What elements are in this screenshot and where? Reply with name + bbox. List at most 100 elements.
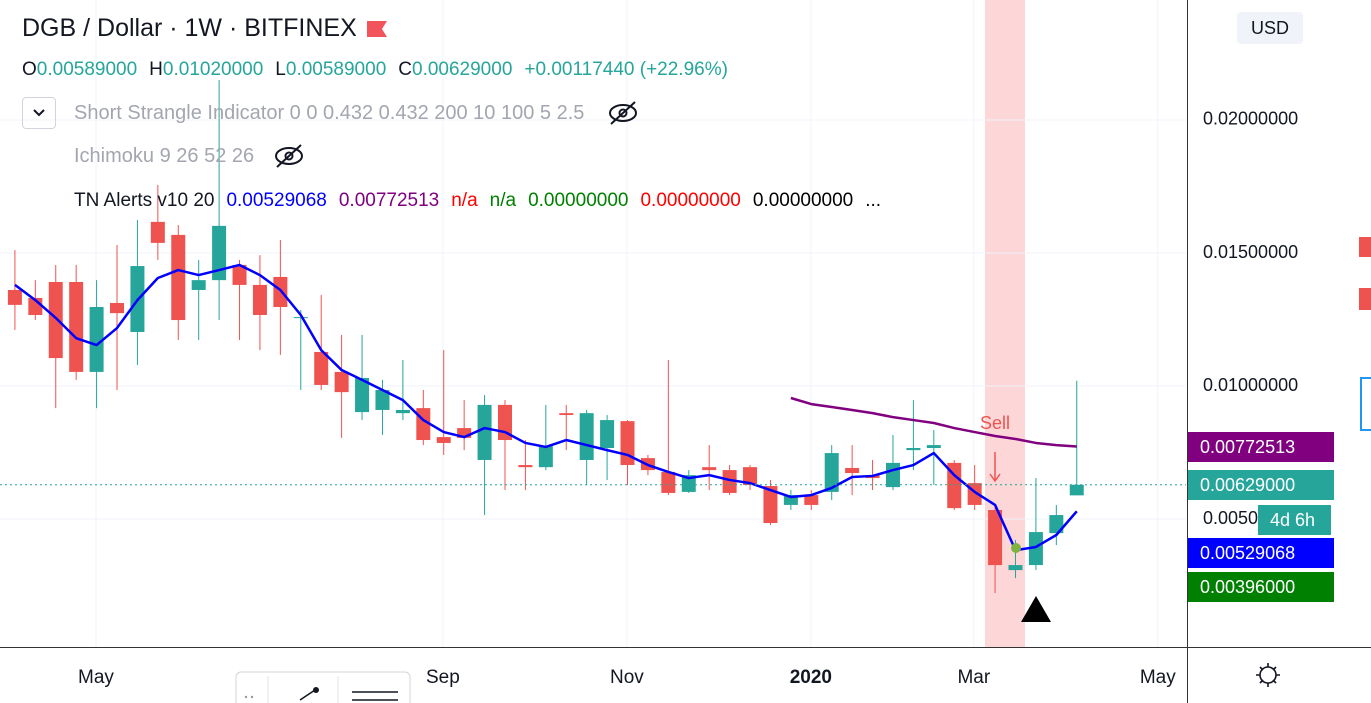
candle-body bbox=[48, 281, 63, 359]
candle-body bbox=[988, 509, 1003, 566]
ohlc-item: L0.00589000 bbox=[275, 59, 386, 81]
indicator-line bbox=[790, 396, 1077, 448]
y-tick-label: 0.02000000 bbox=[1203, 109, 1298, 129]
chevron bbox=[33, 109, 45, 117]
candle-body bbox=[252, 284, 267, 315]
alert-value: 0.00529068 bbox=[226, 190, 327, 211]
alert-value: 0.00000000 bbox=[640, 190, 741, 211]
candle-body bbox=[436, 437, 451, 443]
settings-icon[interactable] bbox=[1256, 663, 1280, 687]
indicator-row: Short Strangle Indicator 0 0 0.432 0.432… bbox=[22, 97, 640, 129]
candle-body bbox=[89, 307, 104, 372]
candle-body bbox=[355, 378, 370, 413]
symbol-title: DGB / Dollar · 1W · BITFINEX bbox=[22, 14, 357, 42]
ohlc-value: 0.01020000 bbox=[162, 59, 264, 80]
candle-body bbox=[579, 413, 594, 460]
ohlc-key: O bbox=[22, 59, 37, 80]
indicator-label: Ichimoku 9 26 52 26 bbox=[74, 144, 255, 167]
title-row: DGB / Dollar · 1W · BITFINEX bbox=[22, 14, 389, 43]
candle-body bbox=[477, 404, 492, 460]
x-tick-label: Sep bbox=[426, 667, 460, 688]
price-label: 0.00529068 bbox=[1188, 538, 1334, 568]
ohlc-value: 0.00629000 bbox=[412, 59, 513, 80]
candle-body bbox=[1028, 532, 1043, 566]
candle-body bbox=[191, 280, 206, 290]
candle-body bbox=[804, 495, 819, 505]
alert-value: 0.00000000 bbox=[752, 190, 854, 211]
candle-body bbox=[457, 428, 472, 438]
side-marker bbox=[1359, 237, 1371, 257]
candle-body bbox=[232, 264, 247, 285]
signal-dot bbox=[1011, 543, 1021, 553]
candle-body bbox=[702, 467, 717, 471]
candle-body bbox=[824, 453, 839, 492]
candle-body bbox=[906, 448, 921, 451]
indicator-line bbox=[14, 263, 1078, 552]
candle-body bbox=[7, 289, 22, 305]
candle-body bbox=[947, 462, 962, 509]
candle-body bbox=[763, 486, 778, 524]
candle-body bbox=[1069, 484, 1084, 496]
drawing-toolbar[interactable] bbox=[235, 671, 411, 703]
countdown-label: 4d 6h bbox=[1258, 505, 1331, 535]
candle-body bbox=[110, 303, 125, 314]
ohlc-key: L bbox=[275, 59, 286, 80]
buy-triangle bbox=[1021, 596, 1051, 622]
y-tick-label: 0.01500000 bbox=[1203, 242, 1298, 262]
x-tick-label: Nov bbox=[610, 667, 644, 688]
currency-button[interactable] bbox=[1237, 12, 1303, 44]
candle-body bbox=[375, 390, 390, 410]
ohlc-value: 0.00589000 bbox=[36, 59, 138, 80]
ohlc-item: C0.00629000 bbox=[398, 59, 512, 81]
price-label: 0.00772513 bbox=[1188, 432, 1334, 462]
hidden-eye-icon[interactable] bbox=[606, 100, 640, 126]
sell-arrow bbox=[989, 452, 1001, 483]
x-tick-label: 2020 bbox=[790, 667, 832, 688]
ohlc-key: H bbox=[149, 59, 163, 80]
candle-body bbox=[926, 445, 941, 449]
candle-body bbox=[559, 413, 574, 416]
candle-body bbox=[334, 371, 349, 393]
candle-body bbox=[171, 234, 186, 321]
price-label: 0.00629000 bbox=[1188, 470, 1334, 500]
ohlc-key: C bbox=[398, 59, 412, 80]
y-tick-label: 0.01000000 bbox=[1203, 375, 1298, 395]
candle-body bbox=[518, 465, 533, 468]
flag-icon bbox=[366, 20, 387, 37]
candle-body bbox=[661, 471, 676, 493]
candle-body bbox=[150, 221, 165, 243]
alerts-label: TN Alerts v10 20 bbox=[74, 190, 215, 211]
side-marker bbox=[1359, 288, 1371, 310]
candle-body bbox=[538, 446, 553, 468]
candle-body bbox=[1008, 565, 1023, 571]
price-change: +0.00117440 (+22.96%) bbox=[524, 59, 728, 80]
candle-body bbox=[314, 351, 329, 385]
candle-body bbox=[395, 409, 410, 414]
hidden-eye-icon[interactable] bbox=[272, 143, 306, 169]
ohlc-item: O0.00589000 bbox=[22, 59, 137, 81]
side-marker bbox=[1360, 377, 1371, 431]
currency-label: USD bbox=[1251, 18, 1289, 38]
candle-body bbox=[69, 281, 84, 372]
candle-body bbox=[681, 475, 696, 492]
collapse-button[interactable] bbox=[22, 97, 56, 129]
alert-value: 0.00000000 bbox=[528, 190, 629, 211]
ohlc-value: 0.00589000 bbox=[285, 59, 387, 80]
indicator-label: Short Strangle Indicator 0 0 0.432 0.432… bbox=[74, 101, 585, 124]
x-tick-label: Mar bbox=[957, 667, 990, 688]
candle-body bbox=[212, 225, 227, 281]
candle-body bbox=[1049, 515, 1064, 534]
candle-body bbox=[885, 462, 900, 488]
ohlc-item: H0.01020000 bbox=[149, 59, 263, 81]
alert-value: n/a bbox=[451, 190, 478, 211]
candle-body bbox=[783, 495, 798, 505]
candle-body bbox=[273, 276, 288, 308]
x-tick-label: May bbox=[1140, 667, 1176, 688]
candle-body bbox=[743, 467, 758, 485]
alert-value: n/a bbox=[489, 190, 517, 211]
candle-body bbox=[845, 467, 860, 474]
sell-annotation: Sell bbox=[980, 413, 1010, 433]
candle-body bbox=[293, 317, 308, 319]
